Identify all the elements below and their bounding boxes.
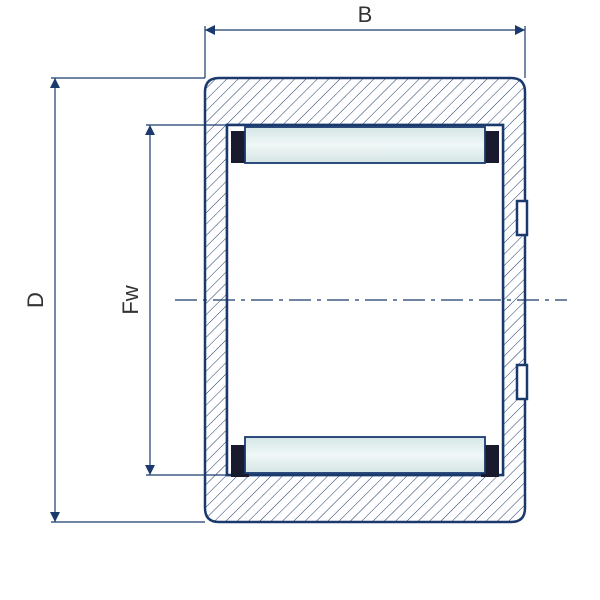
dim-arrow bbox=[515, 25, 525, 35]
dim-arrow bbox=[50, 512, 60, 522]
dim-label-d: D bbox=[23, 292, 48, 308]
dim-label-fw: Fw bbox=[118, 285, 143, 314]
relief-groove bbox=[517, 365, 527, 399]
dim-label-b: B bbox=[358, 2, 373, 27]
dim-arrow bbox=[145, 125, 155, 135]
dim-arrow bbox=[205, 25, 215, 35]
relief-groove bbox=[517, 201, 527, 235]
dim-arrow bbox=[50, 78, 60, 88]
roller-top bbox=[245, 127, 485, 163]
dim-arrow bbox=[145, 465, 155, 475]
roller-bottom bbox=[245, 437, 485, 473]
